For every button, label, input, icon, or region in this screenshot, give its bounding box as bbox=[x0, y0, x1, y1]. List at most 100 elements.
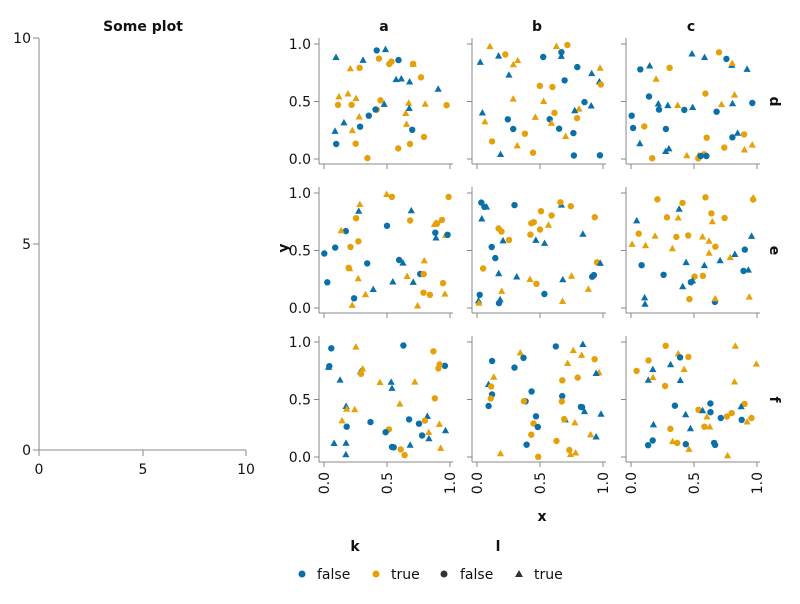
scatter-point bbox=[702, 194, 709, 201]
facet-panel bbox=[467, 187, 606, 318]
scatter-point bbox=[445, 193, 452, 201]
scatter-point bbox=[567, 272, 576, 279]
scatter-point bbox=[495, 52, 503, 59]
scatter-point bbox=[505, 236, 513, 244]
scatter-point bbox=[336, 376, 344, 383]
scatter-point bbox=[748, 141, 756, 148]
scatter-point bbox=[699, 272, 707, 279]
scatter-point bbox=[346, 64, 354, 72]
scatter-point bbox=[530, 420, 537, 427]
scatter-point bbox=[361, 290, 370, 298]
legend-k-false-marker bbox=[298, 570, 306, 578]
scatter-point bbox=[721, 144, 728, 151]
scatter-point bbox=[402, 120, 411, 127]
scatter-point bbox=[537, 208, 545, 215]
scatter-point bbox=[567, 203, 574, 210]
scatter-point bbox=[633, 216, 641, 224]
scatter-point bbox=[359, 365, 367, 372]
scatter-point bbox=[552, 42, 560, 49]
scatter-point bbox=[580, 407, 589, 415]
scatter-point bbox=[409, 278, 417, 285]
scatter-point bbox=[682, 410, 690, 418]
scatter-point bbox=[675, 205, 683, 212]
scatter-point bbox=[409, 126, 416, 133]
scatter-point bbox=[516, 349, 524, 356]
scatter-point bbox=[628, 112, 635, 119]
scatter-point bbox=[652, 75, 660, 82]
scatter-point bbox=[570, 129, 577, 137]
scatter-point bbox=[644, 376, 652, 383]
scatter-point bbox=[406, 140, 414, 148]
scatter-point bbox=[534, 423, 541, 431]
facet-row-label: d bbox=[766, 96, 782, 106]
scatter-point bbox=[540, 239, 549, 246]
facet-y-tick-label: 0.0 bbox=[289, 152, 311, 168]
scatter-point bbox=[671, 402, 679, 409]
scatter-point bbox=[392, 75, 400, 83]
scatter-point bbox=[561, 415, 568, 423]
scatter-point bbox=[478, 109, 486, 116]
scatter-point bbox=[706, 422, 714, 430]
scatter-point bbox=[526, 275, 534, 283]
scatter-point bbox=[700, 53, 709, 61]
scatter-point bbox=[476, 291, 483, 298]
scatter-point bbox=[373, 47, 380, 54]
scatter-point bbox=[397, 74, 405, 82]
scatter-point bbox=[389, 277, 397, 285]
scatter-point bbox=[629, 124, 637, 132]
scatter-point bbox=[430, 348, 437, 355]
scatter-point bbox=[420, 270, 427, 278]
scatter-point bbox=[488, 138, 496, 145]
scatter-point bbox=[571, 418, 579, 426]
scatter-point bbox=[411, 378, 419, 385]
scatter-point bbox=[679, 282, 687, 290]
scatter-point bbox=[357, 370, 365, 377]
scatter-point bbox=[531, 113, 539, 120]
scatter-point bbox=[717, 414, 724, 422]
scatter-point bbox=[426, 291, 434, 298]
scatter-point bbox=[570, 152, 578, 159]
scatter-point bbox=[343, 423, 350, 430]
scatter-point bbox=[540, 97, 548, 104]
scatter-point bbox=[342, 450, 350, 458]
scatter-point bbox=[649, 437, 656, 444]
scatter-point bbox=[355, 207, 363, 214]
scatter-point bbox=[514, 56, 522, 64]
scatter-point bbox=[388, 384, 396, 391]
scatter-point bbox=[586, 430, 595, 438]
scatter-point bbox=[441, 290, 449, 297]
legend: k l false true false true bbox=[298, 539, 563, 583]
scatter-point bbox=[687, 279, 695, 286]
scatter-point bbox=[421, 417, 429, 424]
scatter-point bbox=[328, 345, 335, 352]
scatter-point bbox=[547, 119, 556, 126]
scatter-point bbox=[324, 279, 331, 286]
scatter-point bbox=[649, 155, 656, 162]
scatter-point bbox=[499, 236, 507, 244]
left-x-tick-label: 5 bbox=[139, 462, 148, 478]
scatter-point bbox=[573, 114, 581, 122]
facet-row-label: f bbox=[766, 396, 782, 403]
facet-x-tick-label: 1.0 bbox=[750, 472, 766, 494]
facet-panel: 0.0 0.5 1.0 bbox=[289, 186, 453, 318]
facet-panel bbox=[621, 38, 760, 169]
scatter-point bbox=[321, 250, 328, 257]
scatter-point bbox=[520, 354, 527, 361]
scatter-point bbox=[333, 140, 340, 148]
scatter-point bbox=[667, 425, 674, 432]
scatter-point bbox=[747, 232, 756, 239]
facet-row-label: e bbox=[766, 246, 782, 256]
scatter-point bbox=[388, 193, 396, 200]
scatter-point bbox=[655, 106, 663, 113]
scatter-point bbox=[381, 45, 390, 53]
scatter-point bbox=[475, 299, 483, 306]
scatter-point bbox=[487, 395, 494, 402]
scatter-point bbox=[509, 95, 517, 102]
scatter-point bbox=[437, 444, 445, 451]
scatter-point bbox=[738, 416, 745, 423]
scatter-point bbox=[533, 280, 540, 287]
scatter-point bbox=[740, 131, 748, 138]
scatter-point bbox=[579, 230, 587, 237]
scatter-point bbox=[552, 343, 559, 350]
